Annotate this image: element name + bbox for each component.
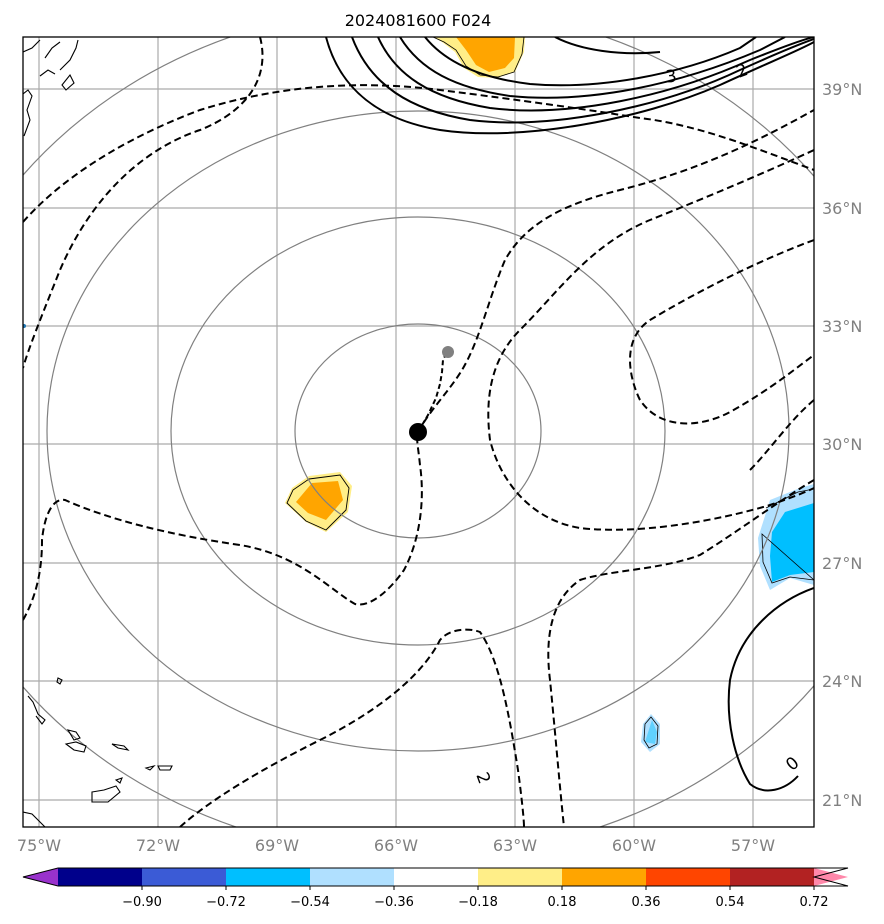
lon-labels: 75°W 72°W 69°W 66°W 63°W 60°W 57°W bbox=[17, 836, 775, 855]
colorbar-tick-label: −0.90 bbox=[122, 895, 162, 910]
colorbar-segment bbox=[142, 868, 227, 886]
lat-labels: 39°N 36°N 33°N 30°N 27°N 24°N 21°N bbox=[822, 80, 862, 810]
coastlines bbox=[23, 39, 173, 827]
contour-solid-1 bbox=[325, 37, 814, 135]
lon-label-69w: 69°W bbox=[255, 836, 299, 855]
colorbar-extend-high bbox=[814, 868, 848, 886]
contour-solid-5 bbox=[424, 37, 757, 87]
lon-label-75w: 75°W bbox=[17, 836, 61, 855]
colorbar-segment bbox=[310, 868, 395, 886]
contour-solid-south-east bbox=[727, 587, 814, 792]
lon-label-72w: 72°W bbox=[136, 836, 180, 855]
colorbar-tick-label: 0.72 bbox=[800, 895, 829, 910]
island-turks bbox=[111, 743, 130, 751]
lat-label-30n: 30°N bbox=[822, 435, 862, 454]
island-northwest bbox=[61, 73, 75, 91]
negative-anomaly-south-edge bbox=[643, 716, 659, 749]
lat-label-36n: 36°N bbox=[822, 199, 862, 218]
colorbar-segment bbox=[478, 868, 563, 886]
contour-solid-3 bbox=[377, 37, 814, 112]
range-ring-3deg bbox=[294, 323, 542, 539]
colorbar-segment bbox=[562, 868, 647, 886]
plot-area: 3 2 2 0 bbox=[23, 37, 814, 827]
contour-dashed-track bbox=[23, 431, 423, 621]
contour-dashed-4 bbox=[487, 149, 814, 531]
island-bahamas-2 bbox=[66, 729, 81, 741]
contour-dashed-8 bbox=[179, 628, 525, 827]
colorbar-segment bbox=[730, 868, 815, 886]
contour-dashed-1 bbox=[23, 84, 814, 223]
island-bahamas-3 bbox=[64, 741, 87, 753]
storm-track bbox=[409, 346, 454, 441]
colorbar-tick-label: 0.18 bbox=[548, 895, 577, 910]
colorbar: −0.90 −0.72 −0.54 −0.36 −0.18 0.18 0.36 0.54 0.7… bbox=[22, 867, 884, 910]
range-ring-9deg bbox=[46, 110, 790, 752]
storm-center-marker bbox=[409, 423, 427, 441]
range-ring-6deg bbox=[170, 216, 666, 646]
colorbar-segment bbox=[394, 868, 479, 886]
colorbar-tick-label: −0.54 bbox=[290, 895, 330, 910]
lat-label-39n: 39°N bbox=[822, 80, 862, 99]
island-caicos bbox=[144, 764, 173, 771]
track-line bbox=[417, 351, 448, 433]
colorbar-tick-label: −0.18 bbox=[458, 895, 498, 910]
contour-label-2-south: 2 bbox=[471, 770, 493, 787]
island-bahamas-1 bbox=[27, 695, 46, 725]
contour-label-3: 3 bbox=[665, 66, 679, 87]
colorbar-segment bbox=[58, 868, 143, 886]
island-small-1 bbox=[56, 677, 63, 685]
lon-label-57w: 57°W bbox=[731, 836, 775, 855]
coastline-southwest bbox=[23, 811, 46, 827]
colorbar-outline bbox=[22, 867, 849, 887]
island-small-2 bbox=[114, 777, 123, 784]
range-ring-12deg bbox=[23, 37, 814, 827]
positive-anomaly-center-edge bbox=[286, 474, 350, 531]
solid-contours bbox=[325, 37, 814, 792]
contour-dashed-2 bbox=[23, 37, 264, 369]
prior-position-marker bbox=[442, 346, 454, 358]
lon-label-63w: 63°W bbox=[493, 836, 537, 855]
positive-anomaly-center-inner bbox=[296, 481, 343, 520]
negative-anomaly-east-inner bbox=[770, 503, 814, 582]
lat-label-24n: 24°N bbox=[822, 672, 862, 691]
colorbar-tick-label: 0.36 bbox=[632, 895, 661, 910]
contour-label-0: 0 bbox=[782, 753, 803, 775]
shaded-anomalies bbox=[285, 37, 814, 752]
colorbar-ticks: −0.90 −0.72 −0.54 −0.36 −0.18 0.18 0.36 0.54 0.7… bbox=[122, 886, 884, 910]
negative-anomaly-east-edge bbox=[761, 488, 814, 584]
lat-label-33n: 33°N bbox=[822, 317, 862, 336]
contour-dashed-6 bbox=[749, 399, 814, 471]
dashed-contours bbox=[23, 37, 814, 827]
map-title: 2024081600 F024 bbox=[345, 11, 492, 30]
contour-solid-2 bbox=[351, 37, 814, 124]
island-hispaniola-north bbox=[91, 785, 121, 803]
contour-solid-4 bbox=[399, 37, 786, 99]
positive-anomaly-north-inner bbox=[456, 37, 515, 72]
bermuda-marker bbox=[23, 324, 26, 328]
graticule bbox=[23, 37, 814, 827]
positive-anomaly-north-edge bbox=[432, 37, 525, 78]
contour-solid-6 bbox=[554, 37, 661, 55]
contour-dashed-7 bbox=[547, 479, 814, 827]
colorbar-segments bbox=[23, 868, 848, 886]
coastline-northwest bbox=[23, 39, 79, 137]
lat-label-27n: 27°N bbox=[822, 554, 862, 573]
lat-label-21n: 21°N bbox=[822, 791, 862, 810]
colorbar-tick-label: 0.54 bbox=[716, 895, 745, 910]
lon-label-60w: 60°W bbox=[612, 836, 656, 855]
colorbar-segment bbox=[646, 868, 731, 886]
lon-label-66w: 66°W bbox=[374, 836, 418, 855]
contour-dashed-5 bbox=[629, 239, 814, 425]
colorbar-tick-label: −0.36 bbox=[374, 895, 414, 910]
colorbar-tick-label: −0.72 bbox=[206, 895, 246, 910]
plot-frame bbox=[22, 36, 815, 828]
range-rings bbox=[23, 37, 814, 827]
negative-anomaly-south-inner bbox=[645, 720, 657, 744]
colorbar-segment bbox=[226, 868, 311, 886]
colorbar-extend-low bbox=[23, 868, 58, 886]
contour-dashed-3 bbox=[417, 109, 814, 433]
